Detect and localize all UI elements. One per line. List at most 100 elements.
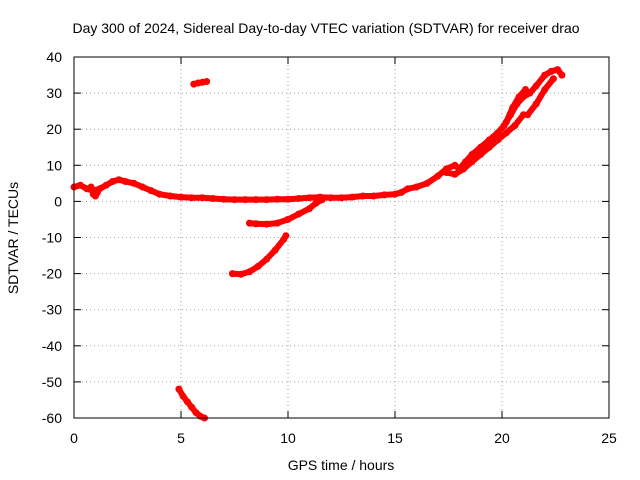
series-branch-c [524, 75, 557, 118]
series-branch-b [503, 86, 529, 125]
x-tick-label: 15 [387, 430, 403, 446]
data-point [228, 270, 236, 278]
data-point [502, 118, 510, 126]
x-tick-label: 25 [601, 430, 617, 446]
y-tick-label: 40 [46, 49, 62, 65]
data-point [273, 195, 281, 203]
data-point [477, 143, 485, 151]
data-point [241, 196, 249, 204]
data-point [541, 71, 549, 79]
data-point [231, 196, 238, 204]
data-point [263, 196, 271, 204]
data-point [442, 169, 450, 176]
series-main-band [71, 66, 565, 203]
data-point [263, 255, 271, 263]
data-point [282, 232, 290, 240]
data-point [522, 86, 529, 93]
data-point [412, 183, 420, 191]
data-point [318, 196, 326, 204]
y-tick-label: 20 [46, 121, 62, 137]
data-point [477, 151, 485, 158]
data-point [370, 192, 378, 200]
data-point [511, 122, 519, 130]
data-point [271, 246, 279, 254]
y-tick-label: -60 [42, 410, 62, 426]
data-point [188, 403, 196, 411]
x-tick-label: 20 [494, 430, 510, 446]
data-point [121, 178, 129, 185]
data-point [246, 268, 253, 276]
data-point [305, 205, 313, 213]
data-point [295, 210, 303, 218]
y-axis-ticks: 40 30 20 10 0 -10 -20 -30 -40 -50 -60 [42, 49, 609, 426]
data-point [494, 129, 502, 137]
data-point [246, 219, 253, 227]
data-point [451, 170, 459, 178]
data-point [532, 82, 540, 90]
data-point [532, 100, 540, 108]
data-point [524, 111, 532, 119]
data-point [139, 183, 146, 191]
y-tick-label: -10 [42, 230, 62, 246]
y-tick-label: 30 [46, 85, 62, 101]
data-point [183, 398, 191, 406]
data-point [94, 188, 101, 196]
data-point [175, 385, 183, 393]
data-point [554, 66, 562, 74]
data-point [115, 176, 123, 184]
data-point [404, 185, 412, 193]
chart-title: Day 300 of 2024, Sidereal Day-to-day VTE… [72, 20, 579, 36]
data-point [549, 75, 557, 83]
data-point [305, 194, 313, 202]
data-point [423, 179, 431, 187]
y-tick-label: -50 [42, 374, 62, 390]
data-point [147, 187, 155, 195]
x-tick-label: 10 [280, 430, 296, 446]
data-point [237, 270, 245, 278]
data-point [263, 220, 271, 228]
data-point [177, 193, 185, 201]
data-point [166, 192, 174, 200]
data-point [252, 220, 260, 228]
data-point [295, 195, 303, 202]
x-axis-label: GPS time / hours [288, 457, 395, 473]
data-point [156, 190, 164, 198]
y-tick-label: 10 [46, 157, 62, 173]
data-point [359, 192, 367, 200]
data-point [468, 158, 476, 166]
data-point [468, 151, 476, 158]
y-tick-label: -30 [42, 302, 62, 318]
data-point [558, 71, 566, 79]
y-tick-label: -20 [42, 266, 62, 282]
y-axis-label: SDTVAR / TECUs [5, 182, 21, 294]
data-point [254, 262, 262, 270]
data-point [397, 188, 405, 196]
data-point [220, 195, 228, 203]
data-point [391, 190, 399, 198]
data-point [460, 165, 467, 173]
data-point [485, 136, 493, 144]
data-point [509, 104, 517, 111]
data-point [252, 196, 260, 204]
series-branch-a [443, 111, 527, 178]
data-point [541, 86, 549, 93]
data-point [198, 194, 206, 202]
data-point [327, 194, 335, 202]
data-point [434, 172, 442, 180]
data-point [547, 67, 555, 75]
data-point [109, 178, 116, 185]
data-point [312, 199, 320, 207]
data-series [70, 66, 566, 422]
data-point [338, 194, 345, 202]
data-point [203, 78, 211, 85]
data-point [87, 183, 95, 191]
data-point [188, 194, 196, 202]
data-point [502, 129, 510, 137]
y-tick-label: 0 [54, 193, 62, 209]
data-point [515, 93, 523, 101]
data-point [102, 181, 110, 189]
x-axis-ticks: 0 5 10 15 20 25 [70, 57, 617, 446]
data-point [273, 219, 281, 227]
x-tick-label: 0 [70, 430, 78, 446]
data-point [380, 191, 388, 199]
